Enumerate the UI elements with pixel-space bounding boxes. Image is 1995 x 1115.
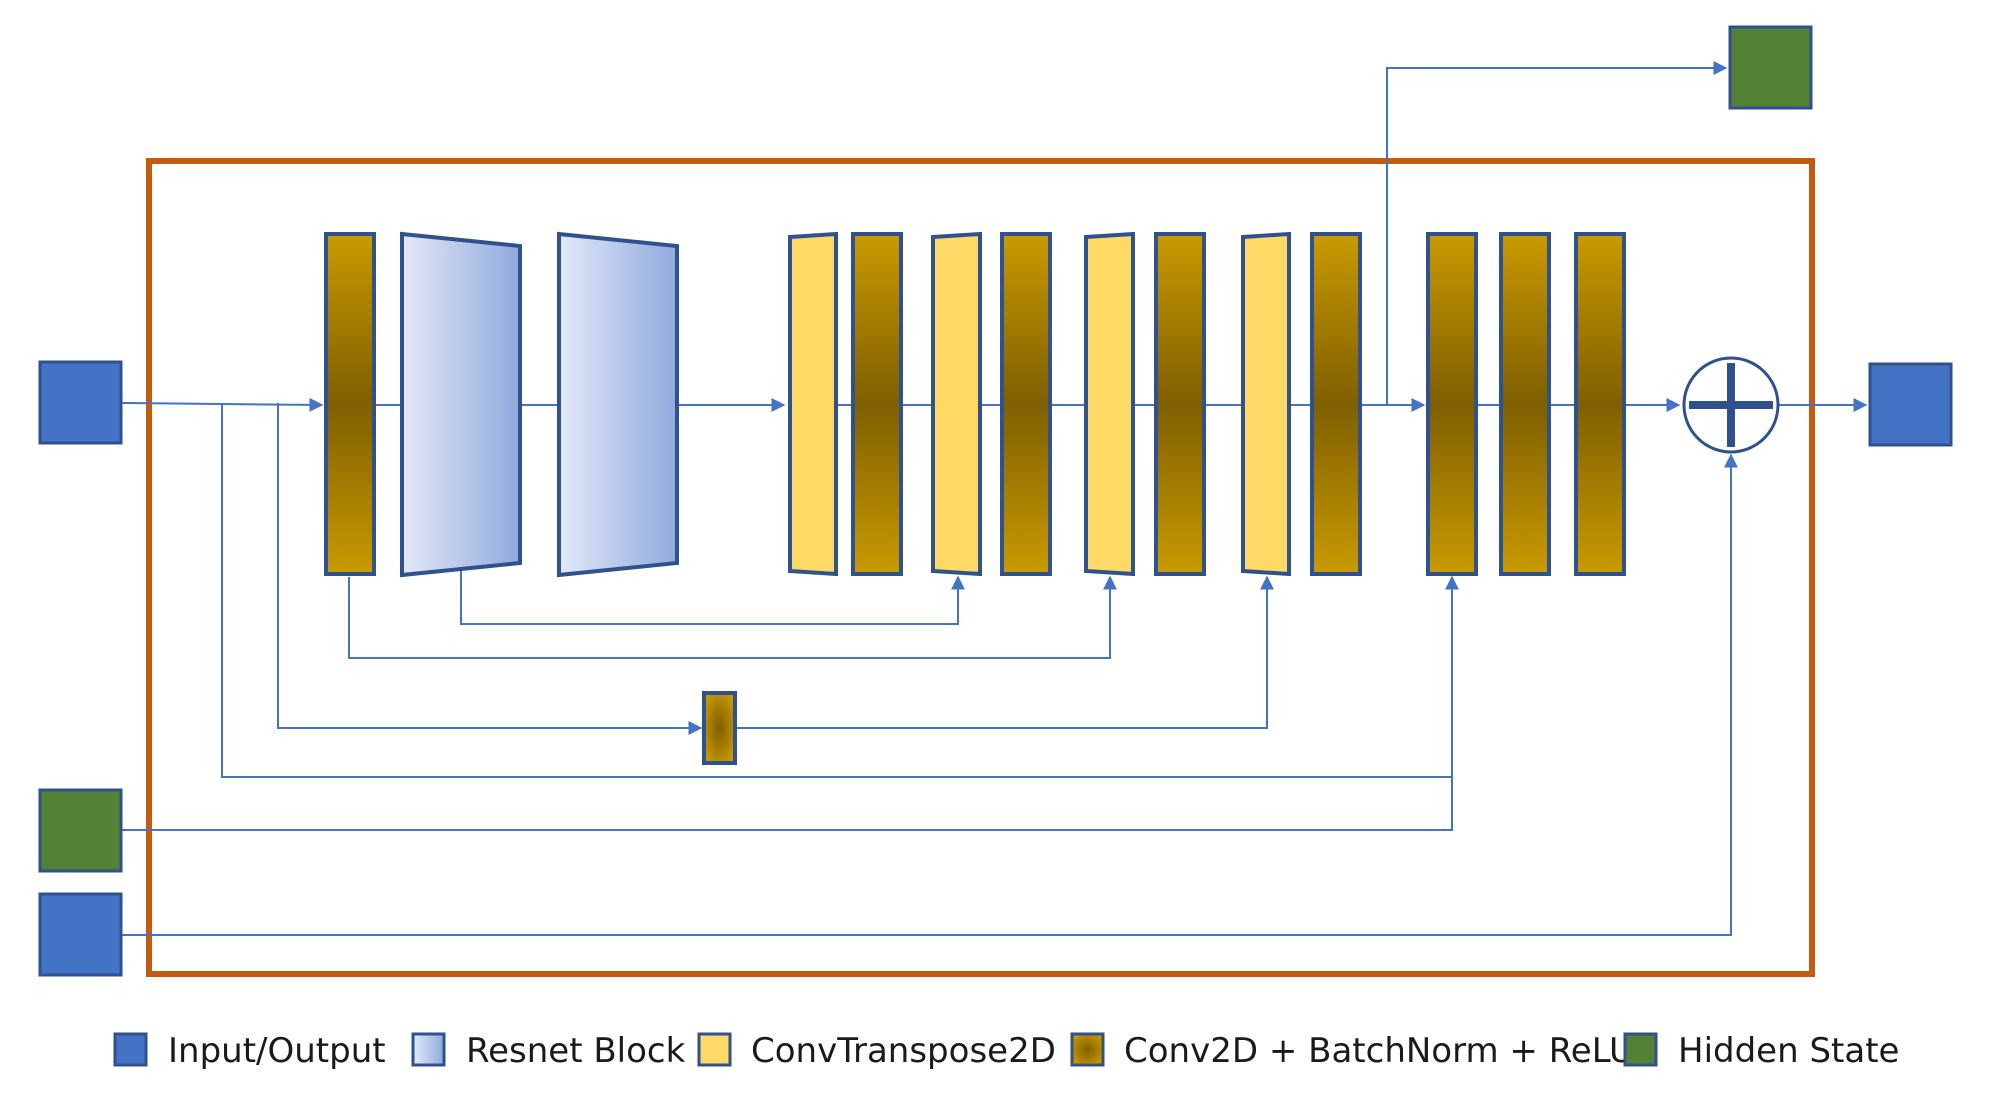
convtranspose-block-1 <box>788 231 838 577</box>
skip-conv1-to-convt3 <box>348 575 1117 659</box>
input-node <box>38 360 123 445</box>
legend-label-io: Input/Output <box>168 1031 386 1071</box>
legend-swatch-resnet <box>411 1032 446 1067</box>
legend-swatch-convt <box>697 1032 732 1067</box>
resnet-block-1 <box>400 231 522 578</box>
legend-swatch-io <box>113 1032 148 1067</box>
output-node <box>1868 362 1953 447</box>
convtranspose-block-4 <box>1241 231 1291 577</box>
conv-block-decoder-1 <box>851 232 903 576</box>
conv-block-head-1 <box>1426 232 1478 576</box>
sum-node-icon <box>1682 356 1780 454</box>
skip-input-to-head <box>221 403 1452 778</box>
skip-input-to-small-conv <box>277 403 703 735</box>
conv-block-decoder-2 <box>1000 232 1052 576</box>
legend: Input/Output Resnet Block ConvTranspose2… <box>113 1031 1899 1071</box>
legend-label-hidden: Hidden State <box>1678 1031 1899 1071</box>
residual-input-path <box>122 453 1738 936</box>
skip-small-conv-to-convt4 <box>736 575 1274 729</box>
conv-block-decoder-3 <box>1154 232 1206 576</box>
connectors <box>121 61 1868 936</box>
hidden-state-input-path <box>122 575 1459 831</box>
hidden-state-output-node <box>1728 25 1813 110</box>
conv-block-head-3 <box>1574 232 1626 576</box>
legend-label-conv: Conv2D + BatchNorm + ReLU <box>1124 1031 1634 1071</box>
residual-input-node <box>38 892 123 977</box>
legend-swatch-hidden <box>1623 1032 1658 1067</box>
convtranspose-block-3 <box>1084 231 1135 577</box>
resnet-block-2 <box>557 231 679 578</box>
conv-block-head-2 <box>1499 232 1551 576</box>
convtranspose-block-2 <box>931 231 982 577</box>
hidden-state-output-path <box>1386 61 1728 405</box>
module-frame <box>146 158 1815 977</box>
legend-swatch-conv <box>1070 1032 1105 1067</box>
legend-label-resnet: Resnet Block <box>466 1031 686 1071</box>
conv-block-encoder <box>324 232 376 576</box>
conv-block-decoder-4 <box>1310 232 1362 576</box>
skip-resnet-to-convt2 <box>460 561 965 625</box>
legend-label-convt: ConvTranspose2D <box>751 1031 1056 1071</box>
conv-block-skip-small <box>702 691 737 765</box>
hidden-state-input-node <box>38 788 123 873</box>
